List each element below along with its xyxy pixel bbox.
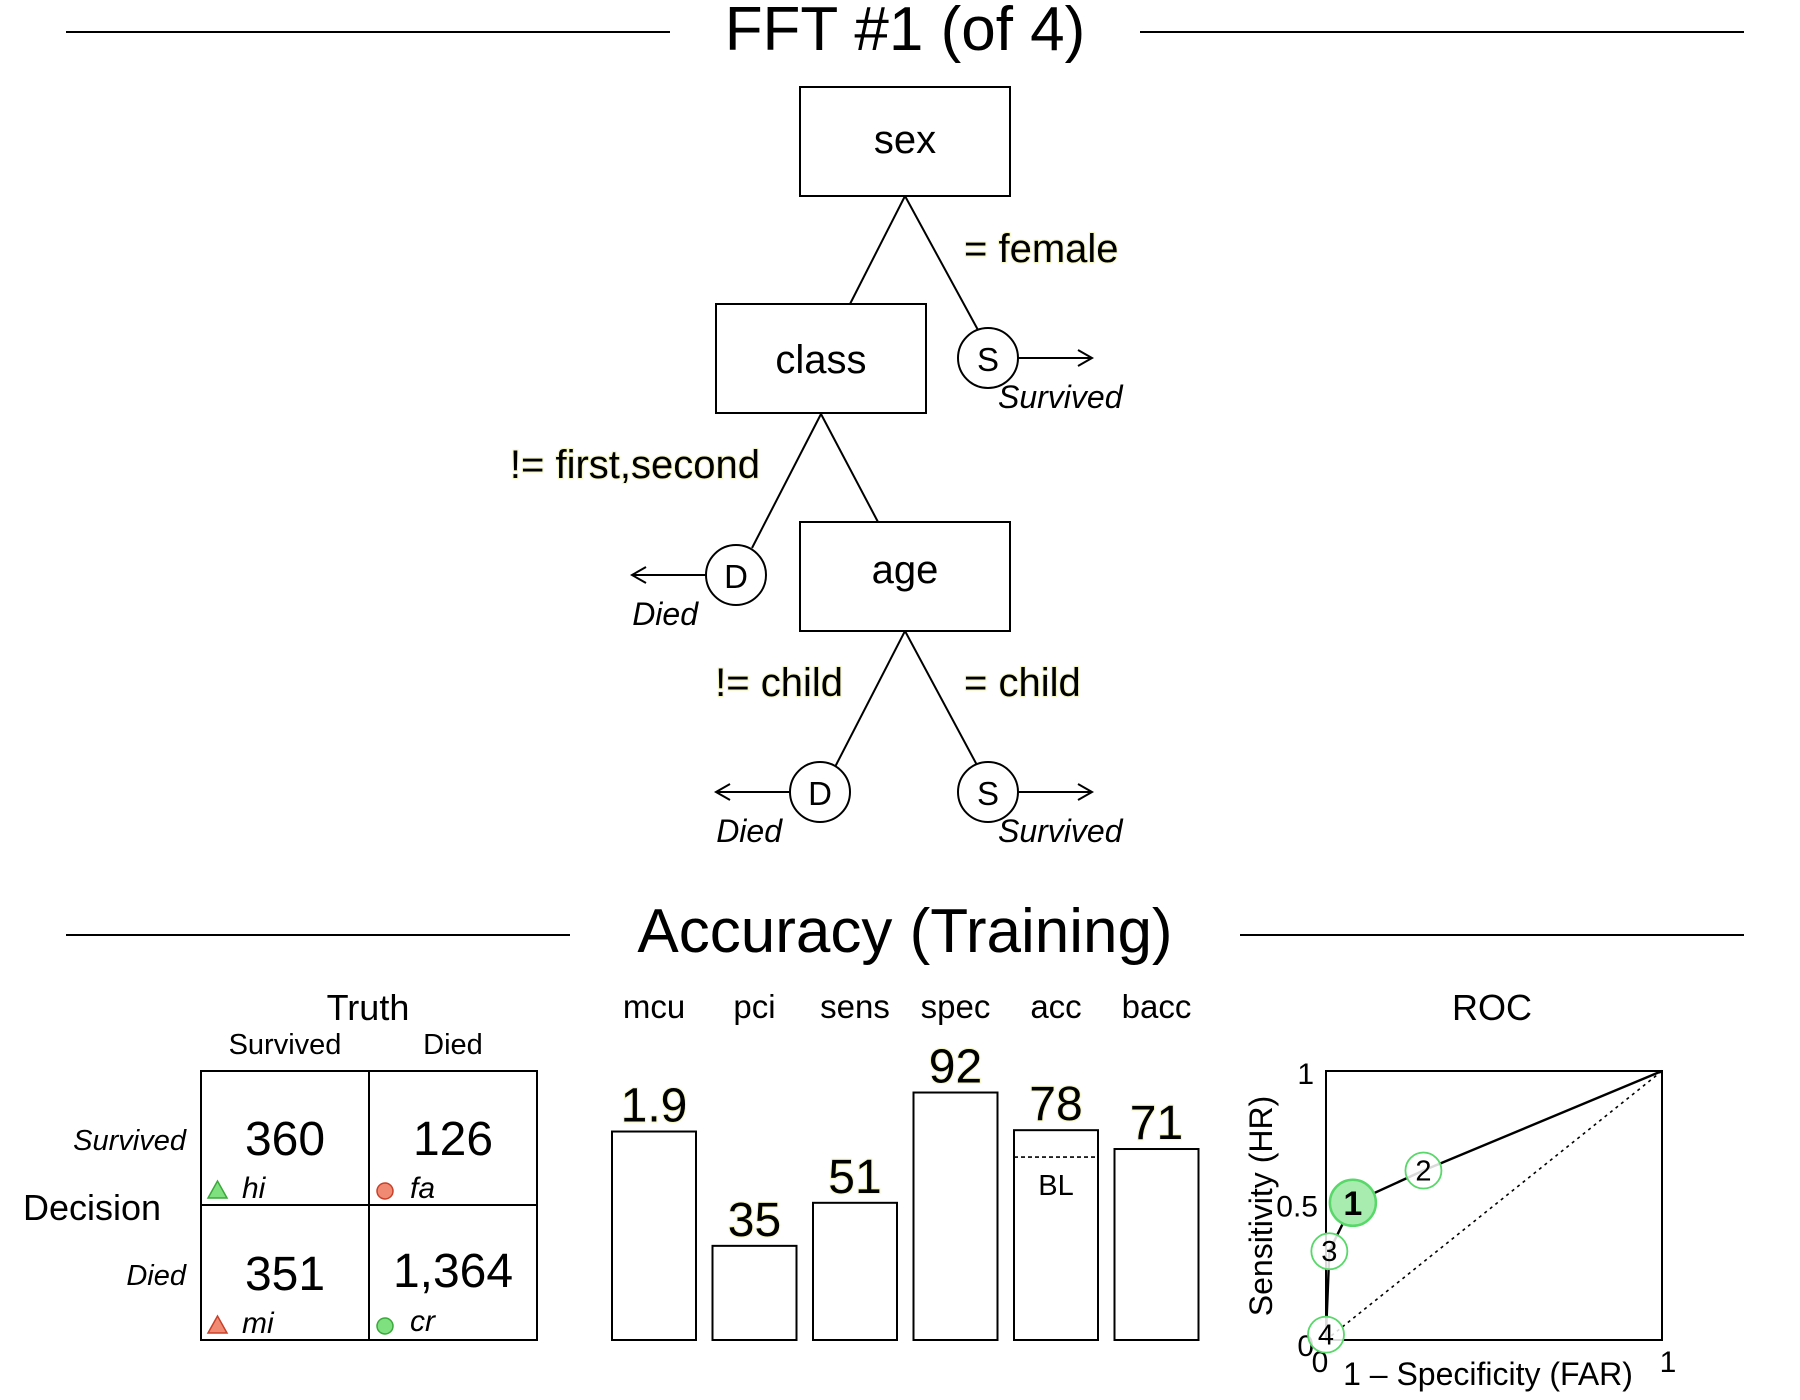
roc-point-3	[1310, 1232, 1349, 1271]
exit-arrowhead-age-right	[1077, 783, 1095, 801]
exit-arrowhead-sex	[1077, 349, 1095, 367]
edge-sex-exit	[904, 195, 979, 331]
bar-acc	[1013, 1129, 1099, 1342]
roc-point-4	[1307, 1315, 1345, 1354]
cell-mi-code: mi	[242, 1307, 275, 1340]
cue-box-age	[799, 521, 1011, 632]
bar-mcu	[611, 1130, 697, 1342]
cell-hi-value: 360	[245, 1113, 325, 1166]
bar-value-sens: 51	[828, 1151, 881, 1204]
roc-y-axis-label: Sensitivity (HR)	[1243, 1096, 1279, 1316]
tree-connectors	[751, 195, 979, 768]
exit-symbol-sex: S	[977, 341, 999, 378]
roc-frame	[1325, 1070, 1663, 1341]
roc-point-2	[1404, 1151, 1443, 1190]
roc-point-label-3: 3	[1321, 1236, 1337, 1268]
cue-label-class: class	[775, 338, 866, 382]
cell-fa-code: fa	[410, 1172, 435, 1205]
cue-box-class	[715, 303, 927, 414]
confusion-matrix: Truth Survived Died Decision Survived Di…	[23, 987, 538, 1341]
decision-row-survived: Survived	[73, 1125, 187, 1157]
truth-label: Truth	[327, 987, 410, 1028]
edge-class-age	[820, 413, 879, 523]
roc-y-tick-1: 1	[1297, 1058, 1314, 1091]
bar-pci	[711, 1244, 798, 1341]
bar-category-sens: sens	[820, 988, 890, 1025]
cell-mi-marker	[206, 1314, 229, 1334]
bar-category-bacc: bacc	[1122, 988, 1192, 1025]
bar-category-mcu: mcu	[623, 988, 685, 1025]
bar-bacc	[1113, 1148, 1200, 1342]
edge-sex-class	[849, 195, 906, 305]
edge-class-exit	[751, 413, 822, 549]
accuracy-bar-chart: mcu 1.9 pci 35 sens 51 spec 92 acc 78 BL bacc 71	[611, 988, 1200, 1342]
roc-point-1	[1328, 1178, 1378, 1228]
edge-label-sex-female: = female	[964, 227, 1119, 271]
edge-label-age-child: = child	[964, 661, 1081, 705]
cell-cr-code: cr	[410, 1305, 436, 1338]
tree-title: FFT #1 (of 4)	[725, 0, 1086, 64]
bar-category-acc: acc	[1030, 988, 1081, 1025]
roc-point-label-1: 1	[1343, 1185, 1362, 1223]
roc-x-tick-1: 1	[1660, 1346, 1677, 1379]
cue-label-sex: sex	[874, 118, 936, 162]
cell-mi-value: 351	[245, 1248, 325, 1301]
roc-point-label-2: 2	[1415, 1156, 1431, 1188]
cell-hi-code: hi	[242, 1172, 267, 1205]
decision-label: Decision	[23, 1187, 161, 1228]
exit-arrowhead-class	[629, 566, 647, 584]
cell-fa-marker	[376, 1182, 394, 1200]
cell-cr-value: 1,364	[393, 1245, 513, 1298]
bar-category-spec: spec	[921, 988, 991, 1025]
decision-row-died: Died	[126, 1260, 187, 1292]
roc-x-tick-0: 0	[1312, 1346, 1329, 1379]
truth-col-died: Died	[423, 1029, 483, 1061]
accuracy-title: Accuracy (Training)	[637, 897, 1172, 966]
exit-label-sex: Survived	[998, 379, 1124, 415]
bar-value-mcu: 1.9	[621, 1080, 688, 1133]
edge-label-class-not-first-second: != first,second	[510, 443, 760, 487]
truth-col-survived: Survived	[229, 1029, 342, 1061]
bar-value-pci: 35	[728, 1194, 781, 1247]
exit-label-age-right: Survived	[998, 813, 1124, 849]
exit-symbol-class: D	[724, 558, 748, 595]
bar-value-spec: 92	[929, 1041, 982, 1094]
bar-value-bacc: 71	[1130, 1097, 1183, 1150]
bar-sens	[812, 1201, 898, 1342]
exit-symbol-age-right: S	[977, 775, 999, 812]
edge-label-age-not-child: != child	[715, 661, 843, 705]
roc-title: ROC	[1452, 987, 1532, 1028]
exit-symbol-age-left: D	[808, 775, 832, 812]
bar-spec	[912, 1091, 999, 1342]
roc-y-tick-0-5: 0.5	[1276, 1191, 1318, 1224]
exit-label-class: Died	[632, 596, 699, 632]
roc-x-axis-label: 1 – Specificity (FAR)	[1343, 1356, 1633, 1392]
bar-category-pci: pci	[733, 988, 775, 1025]
roc-chart: ROC 1 – Specificity (FAR) Sensitivity (H…	[1243, 987, 1676, 1392]
exit-arrowhead-age-left	[713, 783, 731, 801]
bar-value-acc: 78	[1029, 1078, 1082, 1131]
roc-point-label-4: 4	[1318, 1320, 1334, 1352]
edge-age-exit-left	[834, 630, 906, 768]
exit-label-age-left: Died	[716, 813, 783, 849]
cue-label-age: age	[872, 548, 939, 592]
edge-age-exit-right	[904, 630, 979, 768]
cell-cr-marker	[376, 1317, 394, 1335]
roc-chance-line	[1325, 1070, 1663, 1341]
cue-box-sex	[799, 86, 1011, 197]
cell-fa-value: 126	[413, 1113, 493, 1166]
bar-baseline-label: BL	[1038, 1170, 1073, 1202]
cell-hi-marker	[206, 1179, 229, 1199]
